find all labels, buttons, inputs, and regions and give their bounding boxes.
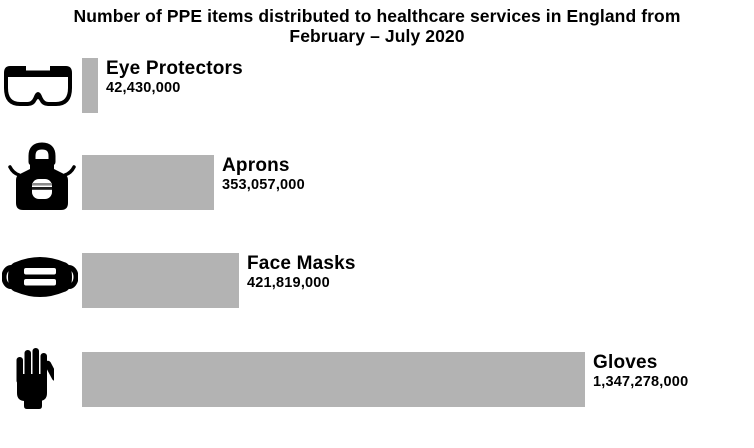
chart-title-line1: Number of PPE items distributed to healt… (73, 6, 681, 26)
category-label: Eye Protectors (106, 58, 243, 79)
category-value: 42,430,000 (106, 80, 181, 96)
label-block: Eye Protectors 42,430,000 (106, 58, 243, 96)
category-value: 1,347,278,000 (593, 374, 689, 390)
label-block: Face Masks 421,819,000 (247, 253, 356, 291)
category-value: 353,057,000 (222, 177, 305, 193)
bar-row-aprons: Aprons 353,057,000 (82, 155, 305, 210)
bar-eye-protectors (82, 58, 98, 113)
bar-row-gloves: Gloves 1,347,278,000 (82, 352, 688, 407)
bar-gloves (82, 352, 585, 407)
safety-goggles-icon (2, 62, 74, 110)
category-label: Aprons (222, 155, 290, 176)
bar-row-face-masks: Face Masks 421,819,000 (82, 253, 356, 308)
apron-icon (8, 142, 76, 214)
label-block: Gloves 1,347,278,000 (593, 352, 688, 390)
chart-title-line2: February – July 2020 (289, 25, 465, 46)
category-label: Gloves (593, 352, 658, 373)
category-value: 421,819,000 (247, 275, 330, 291)
glove-hand-icon (16, 348, 54, 410)
label-block: Aprons 353,057,000 (222, 155, 305, 193)
bar-aprons (82, 155, 214, 210)
face-mask-icon (2, 254, 78, 300)
bar-face-masks (82, 253, 239, 308)
category-label: Face Masks (247, 253, 356, 274)
bar-row-eye-protectors: Eye Protectors 42,430,000 (82, 58, 243, 113)
chart-title: Number of PPE items distributed to healt… (0, 6, 754, 46)
